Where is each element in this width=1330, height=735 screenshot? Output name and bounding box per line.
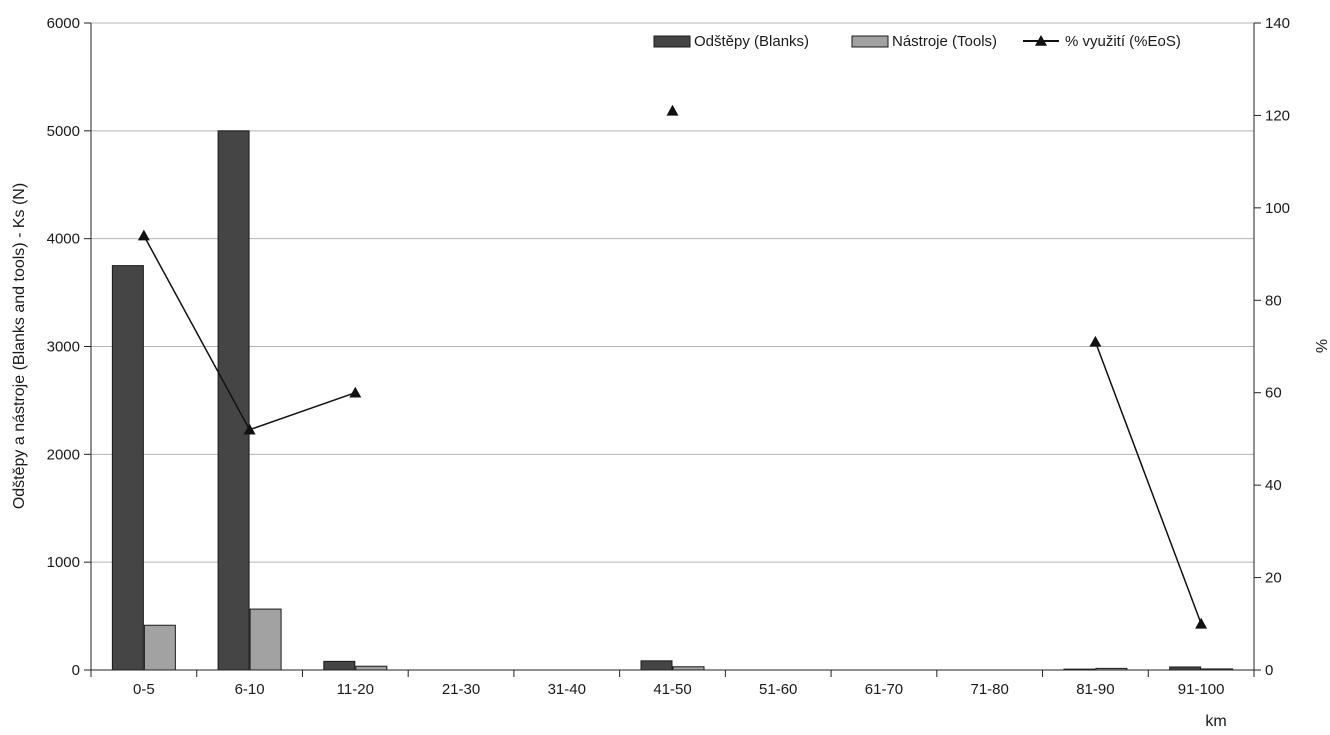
y-axis-title-right: %	[1312, 339, 1329, 353]
y-tick-label-right: 100	[1265, 200, 1290, 217]
x-tick-label: 41-50	[653, 681, 691, 698]
line-point	[137, 229, 150, 241]
x-tick-label: 11-20	[337, 681, 374, 698]
y-tick-label-left: 4000	[47, 231, 80, 248]
line-point	[1195, 617, 1208, 629]
bar	[640, 660, 673, 671]
legend-swatch	[851, 35, 889, 48]
y-tick-label-right: 120	[1265, 107, 1290, 124]
y-tick-label-left: 1000	[47, 554, 80, 571]
legend-marker	[1035, 35, 1047, 46]
tick-labels: 0 1000 2000 3000 4000 5000 6000 0 20 40 60 80 100 120…	[47, 15, 1290, 698]
y-tick-label-right: 40	[1265, 477, 1282, 494]
line-point	[666, 104, 679, 116]
line-segment	[1094, 341, 1202, 625]
bar	[355, 665, 388, 671]
y-tick-label-left: 5000	[47, 123, 80, 140]
line-point	[1089, 335, 1102, 347]
y-tick-label-left: 0	[72, 662, 80, 679]
legend-label: % využití (%EoS)	[1065, 33, 1181, 50]
bars	[111, 130, 1234, 671]
y-tick-label-left: 6000	[47, 15, 80, 32]
line-series	[137, 104, 1208, 629]
x-tick-label: 71-80	[970, 681, 1008, 698]
y-tick-label-right: 80	[1265, 292, 1282, 309]
line-point	[349, 386, 362, 398]
bar	[323, 660, 356, 671]
y-tick-label-left: 2000	[47, 446, 80, 463]
x-tick-label: 21-30	[442, 681, 480, 698]
y-tick-label-right: 20	[1265, 570, 1282, 587]
y-tick-label-right: 0	[1265, 662, 1273, 679]
y-axis-title-left: Odštěpy a nástroje (Blanks and tools) - …	[11, 183, 28, 509]
bar	[143, 624, 176, 671]
line-point	[243, 423, 256, 435]
x-tick-label: 61-70	[865, 681, 903, 698]
legend-label: Odštěpy (Blanks)	[694, 33, 809, 50]
y-tick-label-left: 3000	[47, 339, 80, 356]
bar	[111, 265, 144, 671]
x-axis-title: km	[1205, 713, 1226, 730]
x-tick-label: 81-90	[1076, 681, 1114, 698]
x-tick-label: 51-60	[759, 681, 797, 698]
line-segment	[249, 392, 356, 431]
legend-swatch	[653, 35, 691, 48]
legend: Odštěpy (Blanks) Nástroje (Tools) % využit…	[653, 33, 1181, 50]
y-tick-label-right: 140	[1265, 15, 1290, 32]
legend-label: Nástroje (Tools)	[892, 33, 997, 50]
x-tick-label: 0-5	[133, 681, 155, 698]
axes	[84, 22, 1261, 677]
y-tick-label-right: 60	[1265, 385, 1282, 402]
line-segment	[143, 235, 251, 431]
x-tick-label: 6-10	[235, 681, 265, 698]
gridlines	[91, 22, 1254, 563]
x-tick-label: 31-40	[548, 681, 586, 698]
x-tick-label: 91-100	[1178, 681, 1225, 698]
bar	[249, 608, 282, 671]
